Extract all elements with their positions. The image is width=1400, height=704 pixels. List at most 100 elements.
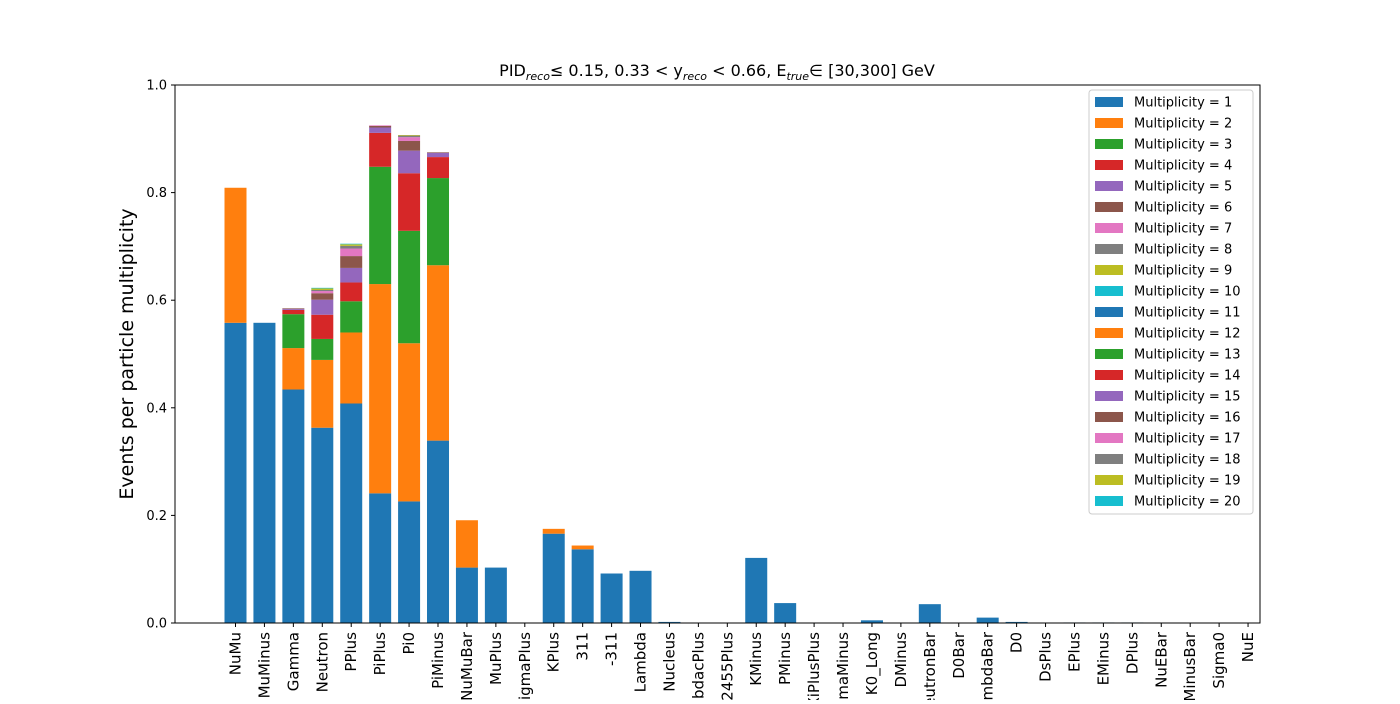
legend-swatch [1095, 433, 1123, 443]
legend-swatch [1095, 244, 1123, 254]
x-tick-label: Gamma [284, 632, 302, 691]
chart-title-part2-sub: true [786, 70, 809, 83]
legend-swatch [1095, 265, 1123, 275]
legend: Multiplicity = 1 Multiplicity = 2 Multipli… [1088, 89, 1254, 515]
bar-segment-PiMinus-m6 [427, 152, 450, 153]
y-axis-label: Events per particle multiplicity [116, 208, 138, 499]
x-tick-label: DPlus [1123, 632, 1141, 674]
bar-segment-PPlus-m5 [340, 267, 363, 283]
x-tick-label: K0_Long [863, 632, 882, 695]
legend-swatch [1095, 286, 1123, 296]
legend-swatch [1095, 202, 1123, 212]
bar-segment-PiPlus-m3 [369, 166, 392, 285]
bar-segment-PPlus-m2 [340, 332, 363, 404]
bar-segment-MuPlus-m1 [484, 567, 507, 623]
bar-segment-Pi0-m1 [398, 501, 421, 623]
bar-segment-PPlus-m7 [340, 248, 363, 257]
x-tick-label: EPlus [1065, 632, 1083, 672]
bar-segment-311-m1 [571, 549, 594, 623]
y-tick-label: 0.4 [146, 401, 167, 416]
y-tick-label: 0.2 [146, 509, 167, 524]
chart-title-part3: ∈ [30,300] GeV [809, 61, 935, 80]
bar-segment-PPlus-m1 [340, 403, 363, 623]
bar-segment-NuMuBar-m2 [455, 520, 478, 568]
bar-segment-PiPlus-m6 [369, 125, 392, 128]
legend-label: Multiplicity = 15 [1134, 390, 1241, 405]
legend-label: Multiplicity = 1 [1134, 96, 1232, 111]
bar-segment-PiPlus-m4 [369, 132, 392, 167]
bar-segment-NuMu-m1 [224, 322, 247, 623]
bar-segment-Gamma-m4 [282, 309, 305, 315]
x-tick-label: NuEBar [1152, 631, 1170, 688]
bar-segment-PPlus-m10 [340, 243, 363, 245]
bar-segment-PiMinus-m1 [427, 440, 450, 623]
x-tick-label: PMinus [776, 632, 794, 685]
bars-group [224, 125, 1144, 624]
bar-segment-PPlus-m6 [340, 256, 363, 268]
x-tick-label: -311 [603, 632, 621, 666]
x-tick-label: XiPlusPlus [805, 632, 823, 700]
x-tick-label: LambdacPlus [689, 632, 707, 700]
x-tick-label: PiMinus [429, 632, 447, 689]
chart-title-part1: ≤ 0.15, 0.33 < y [550, 61, 683, 80]
legend-swatch [1095, 223, 1123, 233]
bar-segment-KMinus-m1 [745, 557, 768, 623]
x-tick-label: Lambda [632, 632, 650, 692]
legend-label: Multiplicity = 6 [1134, 201, 1232, 216]
bar-segment-Pi0-m6 [398, 140, 421, 151]
legend-label: Multiplicity = 9 [1134, 264, 1232, 279]
x-tick-label: DsPlus [1037, 632, 1055, 682]
bar-segment-Pi0-m4 [398, 173, 421, 231]
bar-segment-Neutron-m2 [311, 359, 334, 428]
x-tick-label: Nucleus [660, 632, 678, 692]
bar-segment-Pi0-m3 [398, 230, 421, 344]
chart-title-part1-sub: reco [683, 70, 707, 83]
legend-label: Multiplicity = 8 [1134, 243, 1232, 258]
x-tick-label: SigmaMinus [834, 632, 852, 700]
legend-label: Multiplicity = 16 [1134, 411, 1241, 426]
legend-label: Multiplicity = 3 [1134, 138, 1232, 153]
bar-segment-Pi0-m2 [398, 343, 421, 502]
legend-label: Multiplicity = 18 [1134, 453, 1241, 468]
legend-label: Multiplicity = 19 [1134, 474, 1241, 489]
bar-segment-Gamma-m2 [282, 348, 305, 390]
legend-swatch [1095, 412, 1123, 422]
bar-segment-PiPlus-m1 [369, 493, 392, 623]
legend-swatch [1095, 139, 1123, 149]
legend-label: Multiplicity = 14 [1134, 369, 1241, 384]
bar-segment-PPlus-m3 [340, 301, 363, 333]
bar-segment-Nucleus-m1 [658, 621, 681, 623]
bar-segment-D0-m1 [1005, 621, 1028, 623]
bar-segment-NuMu-m2 [224, 187, 247, 323]
legend-swatch [1095, 349, 1123, 359]
legend-swatch [1095, 97, 1123, 107]
legend-label: Multiplicity = 17 [1134, 432, 1241, 447]
y-tick-label: 0.0 [146, 617, 167, 632]
legend-label: Multiplicity = 7 [1134, 222, 1232, 237]
y-tick-label: 1.0 [146, 79, 167, 94]
bar-segment-PMinus-m1 [774, 603, 797, 623]
chart-title: PIDreco≤ 0.15, 0.33 < yreco < 0.66, Etru… [499, 61, 935, 83]
legend-swatch [1095, 475, 1123, 485]
bar-segment-KPlus-m2 [542, 528, 565, 534]
x-tick-label: D0 [1008, 632, 1026, 653]
y-tick-label: 0.6 [146, 294, 167, 309]
legend-label: Multiplicity = 2 [1134, 117, 1232, 132]
bar-segment-Lambda-m1 [629, 570, 652, 623]
x-tick-label: KPlus [545, 632, 563, 673]
bar-segment-PPlus-m9 [340, 244, 363, 246]
bar-segment-Gamma-m3 [282, 314, 305, 349]
bar-segment-Gamma-m1 [282, 389, 305, 623]
x-tick-label: NeutronBar [921, 631, 939, 700]
bar-segment-MuMinus-m1 [253, 322, 276, 623]
x-tick-label: PiPlus [371, 632, 389, 676]
bar-segment-311-m2 [571, 545, 594, 550]
bar-segment-Pi0-m9 [398, 135, 421, 136]
bar-segment-PPlus-m8 [340, 245, 363, 249]
bar-segment-PiPlus-m5 [369, 127, 392, 133]
legend-label: Multiplicity = 20 [1134, 495, 1241, 510]
bar-segment-Gamma-m5 [282, 308, 305, 310]
legend-label: Multiplicity = 4 [1134, 159, 1232, 174]
x-tick-label: SigmaPlus [516, 632, 534, 700]
